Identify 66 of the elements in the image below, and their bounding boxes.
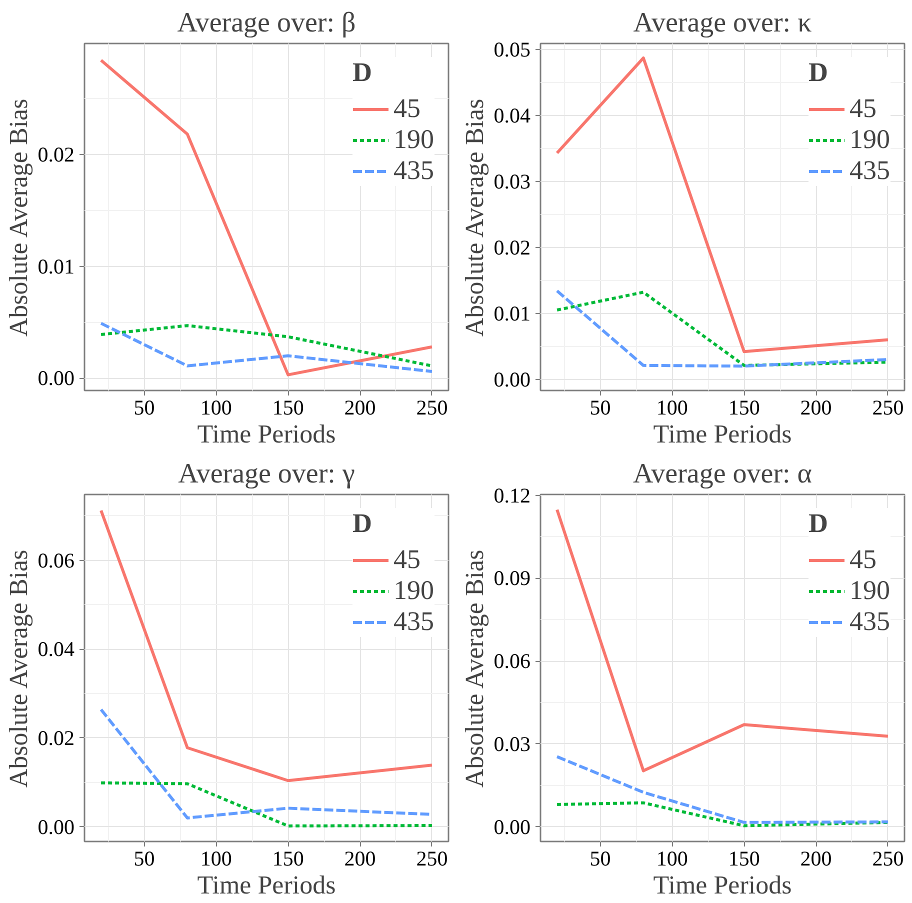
y-tick-label: 0.02 — [494, 235, 530, 260]
x-tick-label: 100 — [200, 846, 232, 870]
x-tick-label: 200 — [800, 396, 832, 420]
chart-title: Average over: β — [177, 8, 356, 38]
y-tick-label: 0.00 — [38, 366, 74, 390]
x-tick-label: 100 — [656, 846, 688, 870]
y-tick-label: 0.04 — [38, 637, 75, 662]
legend-label: 45 — [850, 544, 876, 575]
x-tick-label: 50 — [590, 396, 611, 420]
legend-title: D — [352, 57, 373, 88]
y-tick-label: 0.05 — [494, 37, 530, 62]
y-tick-label: 0.01 — [494, 301, 530, 326]
y-tick-label: 0.00 — [494, 367, 530, 392]
x-tick-label: 100 — [656, 396, 688, 420]
y-axis-title: Absolute Average Bias — [4, 550, 33, 788]
y-tick-label: 0.02 — [38, 142, 74, 166]
x-axis-title: Time Periods — [653, 420, 792, 448]
y-tick-label: 0.06 — [38, 548, 74, 572]
y-tick-label: 0.06 — [494, 649, 530, 674]
y-axis-title: Absolute Average Bias — [460, 550, 489, 788]
x-axis-title: Time Periods — [653, 870, 792, 900]
x-tick-label: 250 — [416, 396, 448, 420]
y-tick-label: 0.03 — [494, 169, 530, 194]
y-tick-label: 0.00 — [38, 814, 74, 839]
x-tick-label: 50 — [134, 396, 155, 420]
x-axis-title: Time Periods — [197, 870, 336, 900]
y-tick-label: 0.02 — [38, 726, 74, 750]
x-tick-label: 250 — [416, 846, 448, 870]
x-axis-title: Time Periods — [197, 420, 336, 448]
legend-label: 435 — [850, 606, 890, 637]
legend-title: D — [352, 508, 373, 539]
x-tick-label: 100 — [200, 396, 232, 420]
x-tick-label: 50 — [590, 846, 611, 870]
y-tick-label: 0.01 — [38, 254, 74, 278]
x-tick-label: 150 — [728, 846, 760, 870]
legend-label: 190 — [394, 124, 434, 155]
x-tick-label: 150 — [272, 396, 304, 420]
legend-label: 190 — [394, 575, 434, 606]
y-tick-label: 0.12 — [494, 483, 530, 508]
legend-label: 190 — [850, 575, 890, 606]
chart-title: Average over: γ — [178, 458, 355, 490]
legend-label: 435 — [850, 155, 890, 186]
x-tick-label: 150 — [272, 846, 304, 870]
legend-label: 435 — [394, 155, 434, 186]
chart-title: Average over: κ — [633, 8, 812, 38]
legend-label: 435 — [394, 606, 434, 637]
legend-title: D — [808, 57, 829, 88]
chart-title: Average over: α — [633, 458, 812, 490]
x-tick-label: 250 — [872, 846, 904, 870]
y-axis-title: Absolute Average Bias — [4, 98, 33, 337]
legend-label: 45 — [850, 93, 876, 124]
legend-label: 190 — [850, 124, 890, 155]
x-tick-label: 200 — [344, 396, 376, 420]
legend-label: 45 — [394, 93, 420, 124]
y-tick-label: 0.04 — [494, 103, 531, 128]
y-tick-label: 0.09 — [494, 566, 530, 590]
y-tick-label: 0.00 — [494, 814, 530, 839]
x-tick-label: 250 — [872, 396, 904, 420]
x-tick-label: 200 — [800, 846, 832, 870]
x-tick-label: 200 — [344, 846, 376, 870]
legend-label: 45 — [394, 544, 420, 575]
y-tick-label: 0.03 — [494, 732, 530, 756]
x-tick-label: 150 — [728, 396, 760, 420]
x-tick-label: 50 — [134, 846, 155, 870]
legend-title: D — [808, 508, 829, 539]
y-axis-title: Absolute Average Bias — [460, 98, 489, 337]
